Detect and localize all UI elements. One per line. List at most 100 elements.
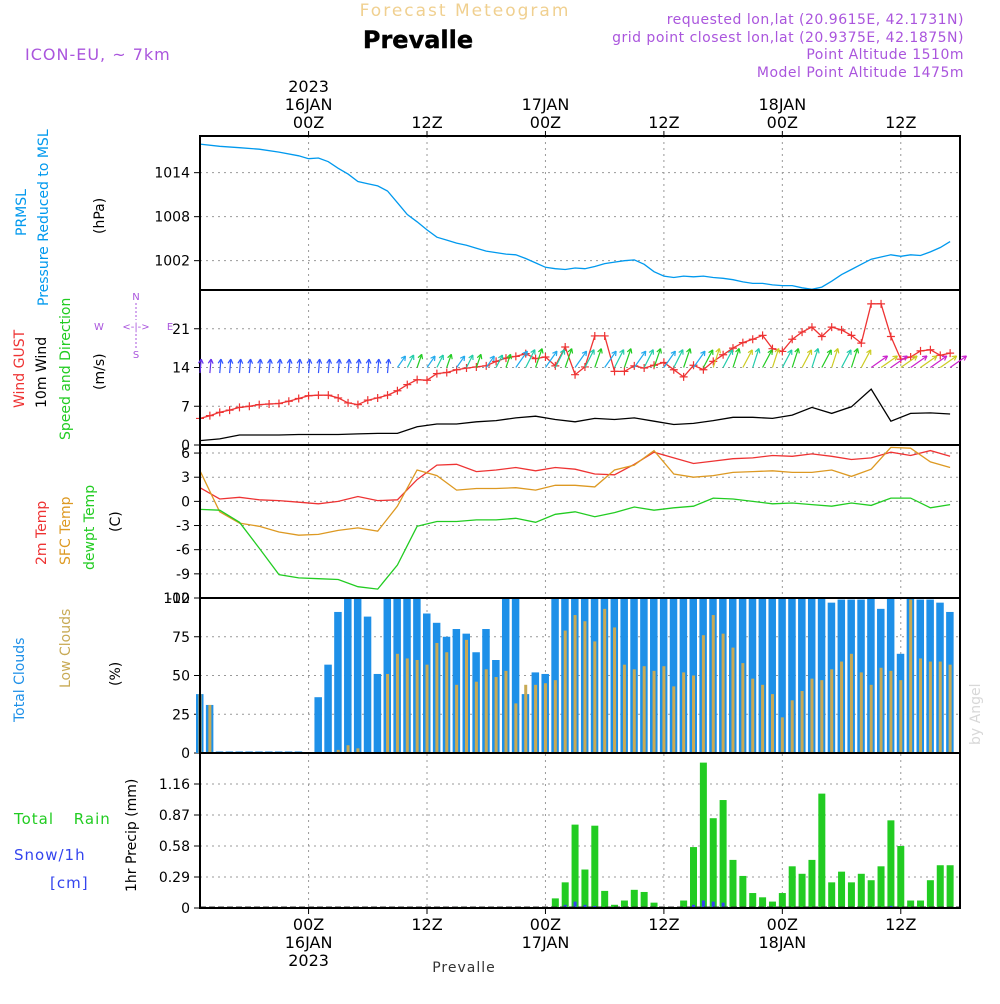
precip-ytick-label: 0 xyxy=(181,901,190,917)
wind-arrow-head xyxy=(237,358,244,364)
gust-point xyxy=(847,331,856,340)
wind-arrow-head xyxy=(438,354,444,361)
time-label-top: 17JAN xyxy=(522,95,570,114)
time-label-top: 2023 xyxy=(288,77,329,96)
gust-point xyxy=(215,408,224,417)
wind-arrow xyxy=(288,359,291,374)
pressure-ytick-label: 1014 xyxy=(154,166,190,182)
gust-point xyxy=(373,393,382,402)
rain-bar xyxy=(719,800,727,908)
low-cloud-bar xyxy=(573,615,577,753)
wind-arrow xyxy=(702,349,714,368)
gust-point xyxy=(482,361,491,370)
wind-arrow-head xyxy=(826,349,832,355)
precip-ytick-label: 0.58 xyxy=(159,839,190,855)
time-label-top: 12Z xyxy=(885,113,916,132)
total-cloud-bar xyxy=(748,598,757,753)
low-cloud-bar xyxy=(484,669,488,753)
low-cloud-bar xyxy=(938,661,942,753)
sfc-label: SFC Temp xyxy=(58,496,74,565)
wind-arrow xyxy=(544,350,558,368)
wind-arrow-head xyxy=(648,349,654,355)
wind-arrow xyxy=(564,348,573,368)
gust-point xyxy=(413,375,422,384)
low-cloud-bar xyxy=(415,660,419,753)
gust-point xyxy=(324,391,333,400)
wind-arrow xyxy=(406,354,415,368)
total-cloud-bar xyxy=(363,616,372,753)
wind-arrow xyxy=(781,349,793,368)
compass-rose: N W <-|-> E S xyxy=(94,292,173,361)
wind-arrow xyxy=(465,354,474,368)
rain-bar xyxy=(611,904,619,908)
gust-point xyxy=(610,367,619,376)
low-cloud-bar xyxy=(504,670,508,753)
wind-arrow-head xyxy=(355,358,362,364)
gust-point xyxy=(590,331,599,340)
wind-arrow xyxy=(920,355,938,368)
temperature-frame xyxy=(199,444,961,599)
temperature-ytick-label: -3 xyxy=(176,519,190,535)
temperature-ytick-label: -9 xyxy=(176,567,190,583)
wind-arrow xyxy=(475,354,482,368)
gust-point xyxy=(432,369,441,378)
rain-bar xyxy=(818,793,826,908)
wind-unit: (m/s) xyxy=(92,353,108,390)
low-cloud-bar xyxy=(711,615,715,753)
wind-arrow xyxy=(317,359,321,374)
gust-point xyxy=(304,391,313,400)
wind-arrow xyxy=(347,359,350,374)
info-gridpoint: grid point closest lon,lat (20.9375E, 42… xyxy=(612,30,964,46)
wind-ytick-label: 14 xyxy=(172,361,190,377)
gust-point xyxy=(827,323,836,332)
low-cloud-bar xyxy=(859,672,863,753)
low-cloud-bar xyxy=(474,681,478,753)
wind-arrow-head xyxy=(597,348,603,354)
rain-bar xyxy=(630,889,638,908)
wind-arrow-head xyxy=(921,355,928,361)
wind-arrow xyxy=(426,355,436,368)
gust-point xyxy=(926,345,935,354)
clouds-unit: (%) xyxy=(108,662,124,686)
low-cloud-bar xyxy=(879,667,883,753)
wind-arrow xyxy=(643,349,654,368)
low-cloud-bar xyxy=(840,661,844,753)
time-label-top: 12Z xyxy=(411,113,442,132)
chart-subtitle: Forecast Meteogram xyxy=(360,1,571,21)
total-cloud-bar xyxy=(867,598,875,753)
pressure-ytick-label: 1002 xyxy=(154,254,190,270)
wind-arrow-head xyxy=(806,349,813,355)
wind-arrow xyxy=(574,350,588,368)
low-cloud-bar xyxy=(909,599,913,753)
wind-arrow xyxy=(229,359,232,374)
wind-arrow xyxy=(377,359,380,374)
wind-arrow xyxy=(623,348,632,368)
rain-bar xyxy=(778,893,786,908)
gust-point xyxy=(689,361,698,370)
model-label: ICON-EU, ~ 7km xyxy=(25,45,171,64)
wind-arrow-head xyxy=(286,358,293,364)
wind-arrow xyxy=(742,349,753,368)
total-cloud-bar xyxy=(669,598,678,753)
compass-north: N xyxy=(132,292,139,303)
wind-arrow-head xyxy=(459,355,466,362)
time-label-bottom: 12Z xyxy=(648,915,679,934)
snow-bar xyxy=(593,905,597,908)
wind-arrow-head xyxy=(430,355,436,362)
wind-arrow xyxy=(900,355,918,368)
wind-arrow xyxy=(515,350,528,368)
wind-arrow-head xyxy=(941,355,948,361)
wind-arrow-head xyxy=(506,353,512,360)
gust-point xyxy=(284,397,293,406)
low-cloud-bar xyxy=(830,669,834,753)
wind-arrow xyxy=(485,355,495,368)
gust-point xyxy=(274,399,283,408)
time-label-top: 00Z xyxy=(530,113,561,132)
gust-point xyxy=(225,406,234,415)
wind-arrow-head xyxy=(306,358,313,364)
wind-arrow xyxy=(327,359,331,374)
wind-arrow-head xyxy=(619,349,625,355)
wind-ytick-label: 21 xyxy=(172,322,190,338)
temperature-ytick-label: -6 xyxy=(176,543,190,559)
